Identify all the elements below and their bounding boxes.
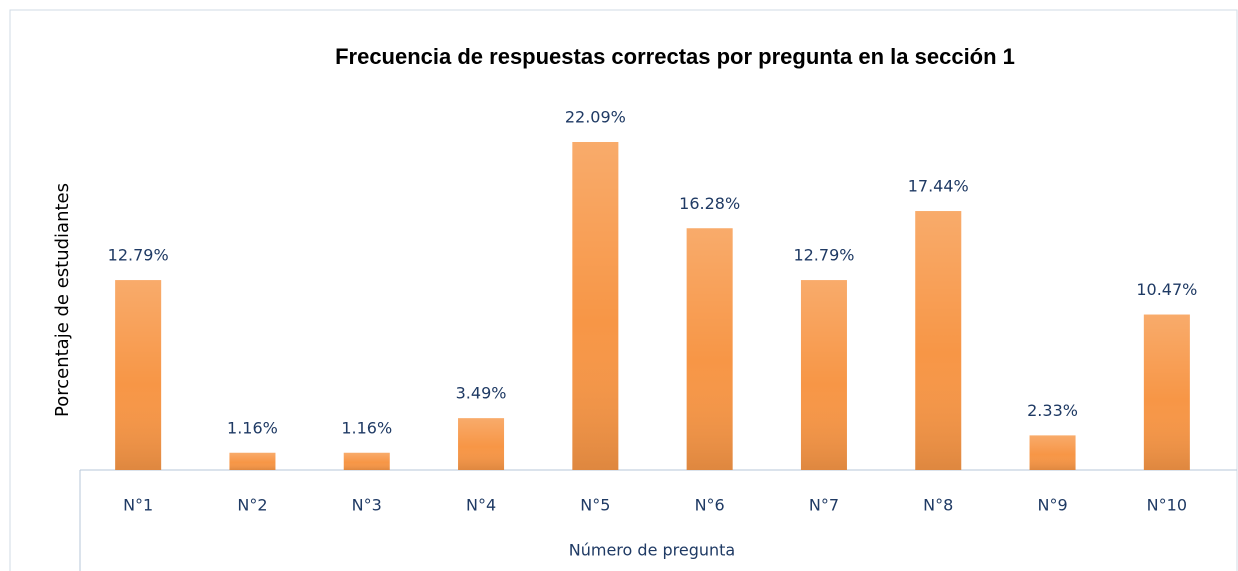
x-tick-label: N°6 xyxy=(695,496,725,515)
chart-frame xyxy=(9,9,1238,571)
x-tick-label: N°4 xyxy=(466,496,496,515)
y-axis-title: Porcentaje de estudiantes xyxy=(52,183,73,417)
x-tick-label: N°9 xyxy=(1037,496,1067,515)
data-label: 22.09% xyxy=(565,108,626,127)
bar-shade xyxy=(343,452,390,470)
x-tick-label: N°1 xyxy=(123,496,153,515)
x-tick-label: N°10 xyxy=(1147,496,1187,515)
chart-title: Frecuencia de respuestas correctas por p… xyxy=(335,44,1015,69)
x-tick-label: N°5 xyxy=(580,496,610,515)
data-label: 1.16% xyxy=(341,418,392,437)
bar-shade xyxy=(800,280,847,470)
bar-shade xyxy=(915,211,962,471)
bar-shade xyxy=(1029,435,1076,470)
bar-shade xyxy=(572,142,619,470)
x-tick-label: N°3 xyxy=(352,496,382,515)
bar-shade xyxy=(115,280,162,470)
data-label: 12.79% xyxy=(793,246,854,265)
data-label: 16.28% xyxy=(679,194,740,213)
x-tick-label: N°2 xyxy=(237,496,267,515)
data-label: 3.49% xyxy=(456,384,507,403)
data-label: 10.47% xyxy=(1136,280,1197,299)
x-axis-title: Número de pregunta xyxy=(569,541,735,560)
data-label: 12.79% xyxy=(108,246,169,265)
x-tick-label: N°7 xyxy=(809,496,839,515)
bar-shade xyxy=(229,452,276,470)
data-label: 17.44% xyxy=(908,177,969,196)
bar-shade xyxy=(1143,314,1190,470)
data-label: 2.33% xyxy=(1027,401,1078,420)
bar-shade xyxy=(686,228,733,470)
data-label: 1.16% xyxy=(227,418,278,437)
bar-shade xyxy=(458,418,505,470)
x-tick-label: N°8 xyxy=(923,496,953,515)
